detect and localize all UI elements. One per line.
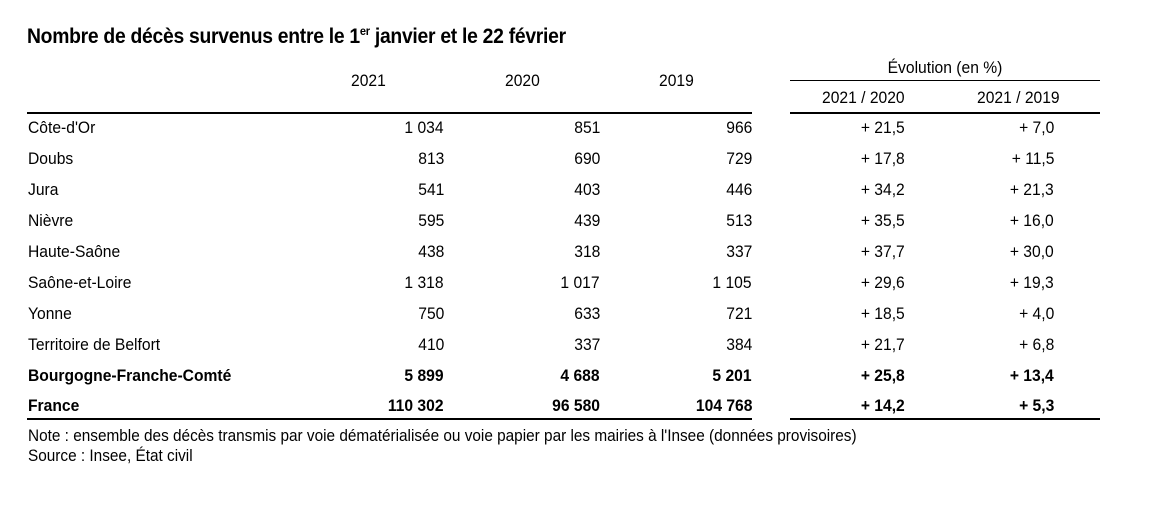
cell-evol-2021-2020: + 17,8: [861, 149, 905, 168]
cell-2021: 410: [417, 335, 444, 354]
bottom-rule-left: [27, 418, 752, 420]
cell-2019: 446: [725, 180, 752, 199]
cell-evol-2021-2019: + 5,3: [1018, 396, 1054, 415]
cell-evol-2021-2020: + 35,5: [861, 211, 905, 230]
cell-2019: 104 768: [695, 396, 752, 415]
table-row: Bourgogne-Franche-Comté 5 899 4 688 5 201 + …: [0, 366, 1154, 388]
row-label: Nièvre: [28, 211, 74, 230]
table-row: Territoire de Belfort 410 337 384 + 21,7 + 6,…: [0, 335, 1154, 357]
cell-2019: 384: [725, 335, 752, 354]
cell-evol-2021-2019: + 21,3: [1010, 180, 1054, 199]
header-2021-2019: 2021 / 2019: [977, 88, 1060, 107]
cell-2021: 110 302: [388, 396, 444, 415]
cell-2020: 633: [573, 304, 600, 323]
cell-2020: 851: [573, 118, 600, 137]
row-label: Côte-d'Or: [28, 118, 96, 137]
table-row: Côte-d'Or 1 034 851 966 + 21,5 + 7,0: [0, 118, 1154, 140]
source-text: Source : Insee, État civil: [28, 447, 193, 465]
cell-2021: 813: [417, 149, 444, 168]
cell-2019: 729: [725, 149, 752, 168]
header-2021: 2021: [351, 71, 386, 90]
cell-2021: 1 034: [404, 118, 444, 137]
table-title: Nombre de décès survenus entre le 1er ja…: [27, 24, 566, 48]
cell-2020: 337: [573, 335, 600, 354]
cell-2020: 439: [573, 211, 600, 230]
note-text: Note : ensemble des décès transmis par v…: [28, 427, 857, 445]
cell-evol-2021-2019: + 19,3: [1010, 273, 1054, 292]
row-label: France: [28, 396, 80, 415]
row-label: Haute-Saône: [28, 242, 121, 261]
cell-evol-2021-2019: + 7,0: [1018, 118, 1054, 137]
cell-evol-2021-2019: + 30,0: [1010, 242, 1054, 261]
cell-2021: 5 899: [404, 366, 444, 385]
cell-evol-2021-2019: + 11,5: [1011, 149, 1054, 168]
header-evolution: Évolution (en %): [887, 58, 1003, 77]
cell-evol-2021-2019: + 6,8: [1018, 335, 1054, 354]
table-row: Haute-Saône 438 318 337 + 37,7 + 30,0: [0, 242, 1154, 264]
cell-evol-2021-2019: + 4,0: [1018, 304, 1054, 323]
cell-2021: 595: [417, 211, 444, 230]
cell-evol-2021-2020: + 18,5: [861, 304, 905, 323]
table-row: France 110 302 96 580 104 768 + 14,2 + 5,3: [0, 396, 1154, 418]
cell-2019: 1 105: [712, 273, 752, 292]
header-2021-2020: 2021 / 2020: [822, 88, 905, 107]
cell-evol-2021-2020: + 14,2: [861, 396, 905, 415]
table-row: Yonne 750 633 721 + 18,5 + 4,0: [0, 304, 1154, 326]
cell-evol-2021-2020: + 21,5: [861, 118, 905, 137]
cell-evol-2021-2019: + 16,0: [1010, 211, 1054, 230]
row-label: Jura: [28, 180, 59, 199]
table-row: Nièvre 595 439 513 + 35,5 + 16,0: [0, 211, 1154, 233]
bottom-rule-right: [790, 418, 1100, 420]
cell-2020: 690: [573, 149, 600, 168]
cell-2019: 337: [725, 242, 752, 261]
cell-2019: 513: [725, 211, 752, 230]
header-rule-right: [790, 112, 1100, 114]
cell-2020: 1 017: [560, 273, 600, 292]
cell-evol-2021-2020: + 21,7: [861, 335, 905, 354]
cell-2020: 318: [573, 242, 600, 261]
row-label: Bourgogne-Franche-Comté: [28, 366, 232, 385]
cell-evol-2021-2020: + 29,6: [861, 273, 905, 292]
row-label: Doubs: [28, 149, 74, 168]
cell-2020: 403: [573, 180, 600, 199]
cell-2020: 4 688: [560, 366, 600, 385]
header-2019: 2019: [659, 71, 694, 90]
table-row: Saône-et-Loire 1 318 1 017 1 105 + 29,6 + 19,…: [0, 273, 1154, 295]
cell-2021: 438: [417, 242, 444, 261]
cell-2021: 1 318: [404, 273, 444, 292]
table-row: Doubs 813 690 729 + 17,8 + 11,5: [0, 149, 1154, 171]
cell-2019: 721: [725, 304, 752, 323]
cell-2019: 966: [725, 118, 752, 137]
cell-2020: 96 580: [552, 396, 600, 415]
row-label: Territoire de Belfort: [28, 335, 161, 354]
header-rule-left: [27, 112, 752, 114]
evolution-underline: [790, 80, 1100, 81]
table-row: Jura 541 403 446 + 34,2 + 21,3: [0, 180, 1154, 202]
header-2020: 2020: [505, 71, 540, 90]
row-label: Saône-et-Loire: [28, 273, 132, 292]
cell-evol-2021-2020: + 25,8: [861, 366, 905, 385]
cell-2021: 541: [417, 180, 444, 199]
row-label: Yonne: [28, 304, 72, 323]
cell-2021: 750: [417, 304, 444, 323]
cell-evol-2021-2019: + 13,4: [1010, 366, 1054, 385]
cell-2019: 5 201: [712, 366, 752, 385]
cell-evol-2021-2020: + 37,7: [861, 242, 905, 261]
cell-evol-2021-2020: + 34,2: [861, 180, 905, 199]
